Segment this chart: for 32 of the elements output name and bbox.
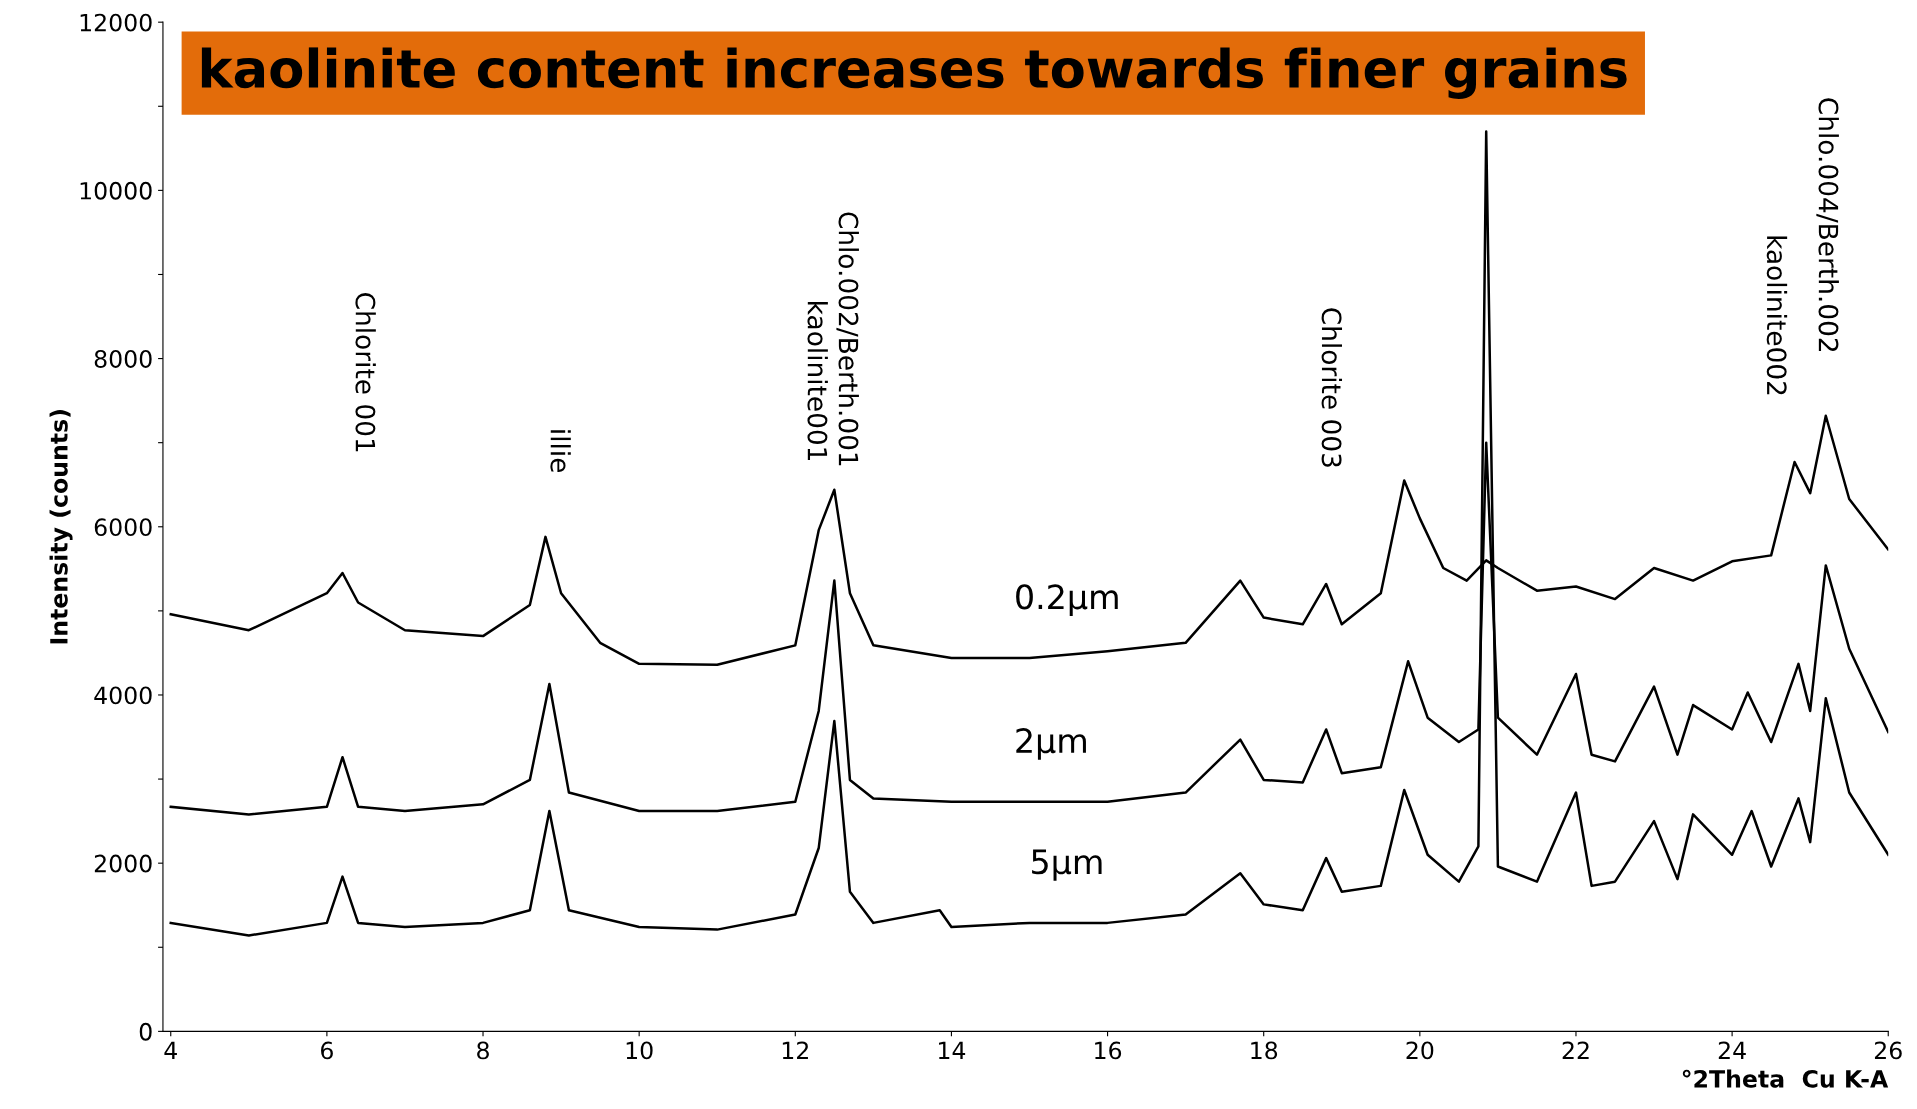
annotation: Chlo.004/Berth.002 <box>1816 98 1839 352</box>
annotation: kaolinite001 <box>807 302 828 461</box>
x-tick-label: 18 <box>1251 1041 1278 1060</box>
x-tick-label: 16 <box>1095 1041 1122 1060</box>
annotation: Chlorite 001 <box>355 293 376 452</box>
series-label: 5µm <box>1032 849 1102 881</box>
x-tick-label: 12 <box>782 1041 808 1060</box>
y-tick-label: 12000 <box>80 13 152 32</box>
annotation: Chlo.002/Berth.001 <box>836 212 859 466</box>
x-tick-label: 26 <box>1874 1041 1902 1060</box>
x-tick-label: 6 <box>321 1041 333 1060</box>
x-tick-label: 4 <box>164 1041 177 1060</box>
x-tick-label: 22 <box>1562 1041 1589 1060</box>
series-label: 2µm <box>1016 728 1086 760</box>
y-tick-label: 10000 <box>80 181 152 200</box>
x-tick-label: 20 <box>1406 1041 1434 1060</box>
annotation: illie <box>550 430 571 473</box>
y-tick-label: 6000 <box>94 518 152 537</box>
x-tick-label: 10 <box>626 1041 653 1060</box>
y-axis-title: Intensity (counts) <box>49 410 73 644</box>
annotation: Chlorite 003 <box>1321 308 1343 467</box>
y-tick-label: 0 <box>139 1022 152 1041</box>
x-tick-label: 24 <box>1718 1041 1746 1060</box>
y-tick-label: 2000 <box>94 854 152 873</box>
x-tick-label: 14 <box>939 1041 966 1060</box>
chart-title: kaolinite content increases towards finer grains <box>201 47 1627 99</box>
y-tick-label: 8000 <box>94 350 152 368</box>
y-tick-label: 4000 <box>94 686 152 705</box>
x-tick-label: 8 <box>477 1041 489 1060</box>
x-axis-title: °2Theta Cu K-A <box>1682 1069 1889 1088</box>
series-label: 0.2µm <box>1016 584 1118 616</box>
annotation: kaolinite002 <box>1766 236 1788 395</box>
